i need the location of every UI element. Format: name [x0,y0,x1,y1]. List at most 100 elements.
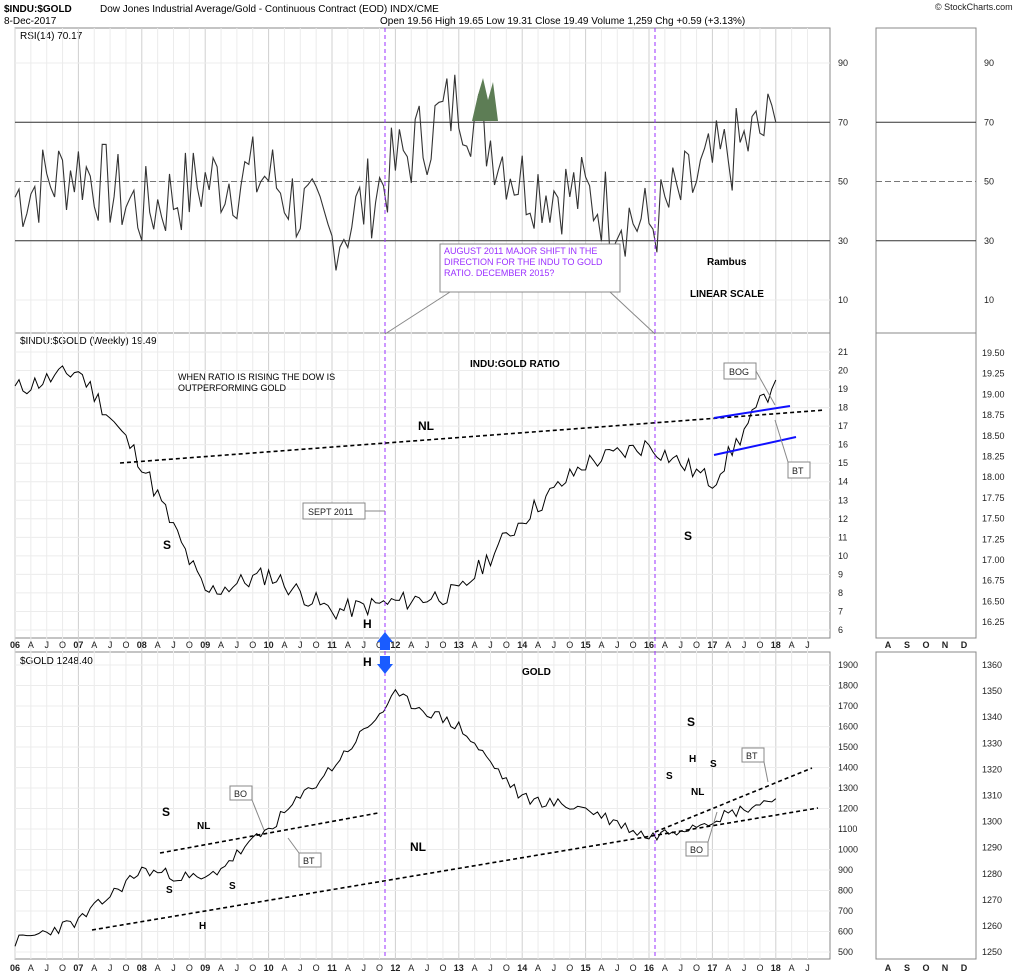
x-tick-label: A [345,640,351,650]
x-tick-label: A [281,640,287,650]
side-rsi-tick-label: 50 [984,177,994,187]
x-tick-label: A [218,640,224,650]
rsi-overbought-fill [472,78,498,121]
x-tick-label: J [425,640,430,650]
gold-tick-label: 1900 [838,660,858,670]
x-tick-label: A [28,963,34,973]
ratio-neckline [119,409,826,464]
x-tick-label: 18 [771,963,781,973]
gold-nl-r: NL [691,787,704,798]
x-tick-label: J [235,963,240,973]
gold-left-neckline [159,812,379,854]
gold-tick-label: 600 [838,927,853,937]
side-rsi-tick-label: 10 [984,295,994,305]
x-tick-label: 07 [73,963,83,973]
gold-nl-left: NL [197,821,210,832]
price-series [14,74,777,947]
gold-s-big: S [687,715,695,729]
x-tick-label: O [566,640,573,650]
rsi-tick-label: 90 [838,58,848,68]
gold-bo-left-tag: BO [229,785,265,831]
ratio-bt-box [787,461,811,479]
x-tick-label: 09 [200,963,210,973]
gold-tick-label: 1600 [838,722,858,732]
x-tick-label: J [805,963,810,973]
gold-tick-label: 900 [838,865,853,875]
watermark: © StockCharts.com [935,2,1013,12]
side-ratio-tick-label: 17.00 [982,555,1005,565]
rsi-tick-label: 30 [838,236,848,246]
gold-tick-label: 1200 [838,804,858,814]
gold-tick-label: 800 [838,886,853,896]
x-tick-label: A [598,963,604,973]
side-rsi-frame [875,27,977,334]
x-tick-label: A [725,963,731,973]
gold-s-r1: S [666,771,673,782]
x-tick-label: J [361,963,366,973]
bo-right-pointer [707,811,718,843]
ratio-tick-label: 16 [838,440,848,450]
x-tick-label: J [742,963,747,973]
side-ratio-tick-label: 18.75 [982,410,1005,420]
gold-long-trendline [91,807,819,931]
side-gold-tick-label: 1300 [982,817,1002,827]
author-note: Rambus [707,257,747,268]
gold-tick-label: 1400 [838,763,858,773]
gold-h-r: H [689,754,696,765]
side-rsi-tick-label: 30 [984,236,994,246]
gold-tick-label: 500 [838,947,853,957]
side-gold-tick-label: 1360 [982,660,1002,670]
side-x-tick-label: D [961,640,968,650]
ratio-note: WHEN RATIO IS RISING THE DOW IS OUTPERFO… [178,372,336,393]
side-gold-tick-label: 1250 [982,947,1002,957]
x-tick-label: O [439,640,446,650]
x-tick-label: 06 [10,963,20,973]
x-tick-label: J [805,640,810,650]
symbol-description: Dow Jones Industrial Average/Gold - Cont… [100,4,439,15]
ratio-s1-label: S [163,538,171,552]
ratio-tick-label: 20 [838,366,848,376]
sept-text: SEPT 2011 [308,507,353,517]
x-tick-label: 13 [454,640,464,650]
x-tick-label: A [789,963,795,973]
x-tick-label: J [615,963,620,973]
x-tick-label: O [693,640,700,650]
side-ratio-tick-label: 17.25 [982,534,1005,544]
x-tick-label: A [155,963,161,973]
x-tick-label: J [615,640,620,650]
gold-label: $GOLD 1248.40 [20,656,93,667]
x-tick-label: J [552,963,557,973]
ratio-bt-pointer [774,419,789,463]
side-gold-tick-label: 1330 [982,738,1002,748]
x-tick-label: O [756,963,763,973]
x-tick-label: A [91,963,97,973]
ratio-tick-label: 18 [838,403,848,413]
ratio-tick-label: 10 [838,551,848,561]
x-tick-label: 08 [137,640,147,650]
callout-box [439,243,621,293]
side-x-tick-label: O [922,640,929,650]
gold-tick-label: 1300 [838,783,858,793]
gold-tick-label: 700 [838,906,853,916]
x-tick-label: J [44,963,49,973]
ratio-tick-label: 9 [838,569,843,579]
ratio-bt-tag: BT [774,419,811,479]
side-x-tick-label: A [885,640,892,650]
x-tick-label: A [725,640,731,650]
side-ratio-tick-label: 16.75 [982,576,1005,586]
gold-s-b: S [229,881,236,892]
callout-pointer-right [609,291,656,335]
x-tick-label: J [742,640,747,650]
side-gold-tick-label: 1260 [982,921,1002,931]
ratio-h-label: H [363,617,372,631]
x-tick-label: A [28,640,34,650]
x-tick-label: A [662,963,668,973]
x-tick-label: J [425,963,430,973]
gold-panel-frame [14,651,831,960]
bt-right-pointer [763,761,769,783]
x-tick-label: O [249,963,256,973]
x-tick-label: O [756,640,763,650]
x-tick-label: J [552,640,557,650]
x-tick-label: J [108,640,113,650]
gold-nl-mid: NL [410,840,426,854]
